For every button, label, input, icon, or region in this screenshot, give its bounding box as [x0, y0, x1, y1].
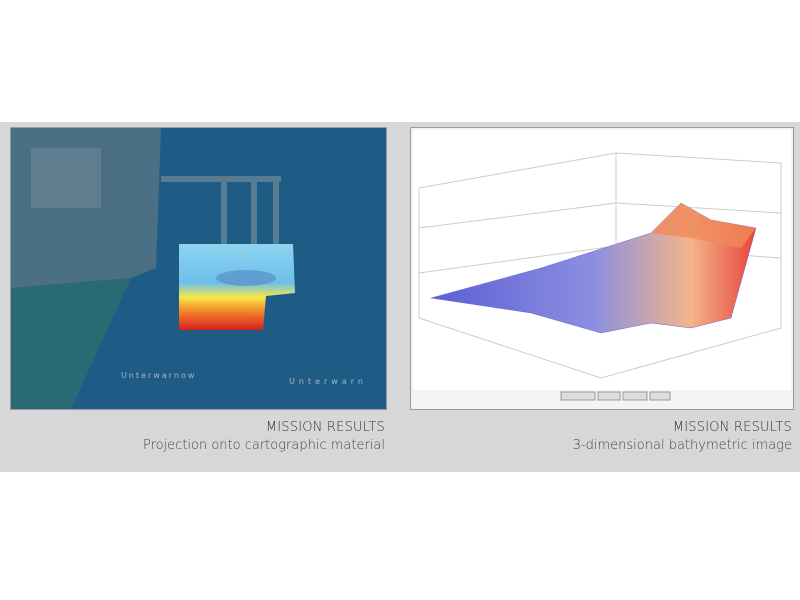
map-label: Unterwarn [289, 377, 367, 386]
shore [11, 278, 131, 409]
caption-title: MISSION RESULTS [265, 420, 385, 435]
building [31, 148, 101, 208]
surface-ridge [651, 203, 756, 248]
pier [221, 180, 227, 250]
deep-area [216, 270, 276, 286]
caption-title: MISSION RESULTS [672, 420, 792, 435]
toolbar-button[interactable] [622, 391, 648, 401]
map-image: Unterwarnow Unterwarn [10, 127, 387, 410]
bathymetry-patch [179, 244, 295, 330]
pier [251, 180, 257, 250]
pier [273, 180, 279, 250]
toolbar-button[interactable] [597, 391, 621, 401]
toolbar-button[interactable] [649, 391, 671, 401]
pier [161, 176, 281, 182]
caption: MISSION RESULTS Projection onto cartogra… [10, 420, 385, 453]
caption-subtitle: Projection onto cartographic material [142, 438, 385, 453]
surface-image [410, 127, 794, 410]
caption: MISSION RESULTS 3-dimensional bathymetri… [410, 420, 792, 453]
caption-subtitle: 3-dimensional bathymetric image [572, 438, 792, 453]
toolbar-button[interactable] [560, 391, 596, 401]
map-label: Unterwarnow [121, 371, 196, 380]
